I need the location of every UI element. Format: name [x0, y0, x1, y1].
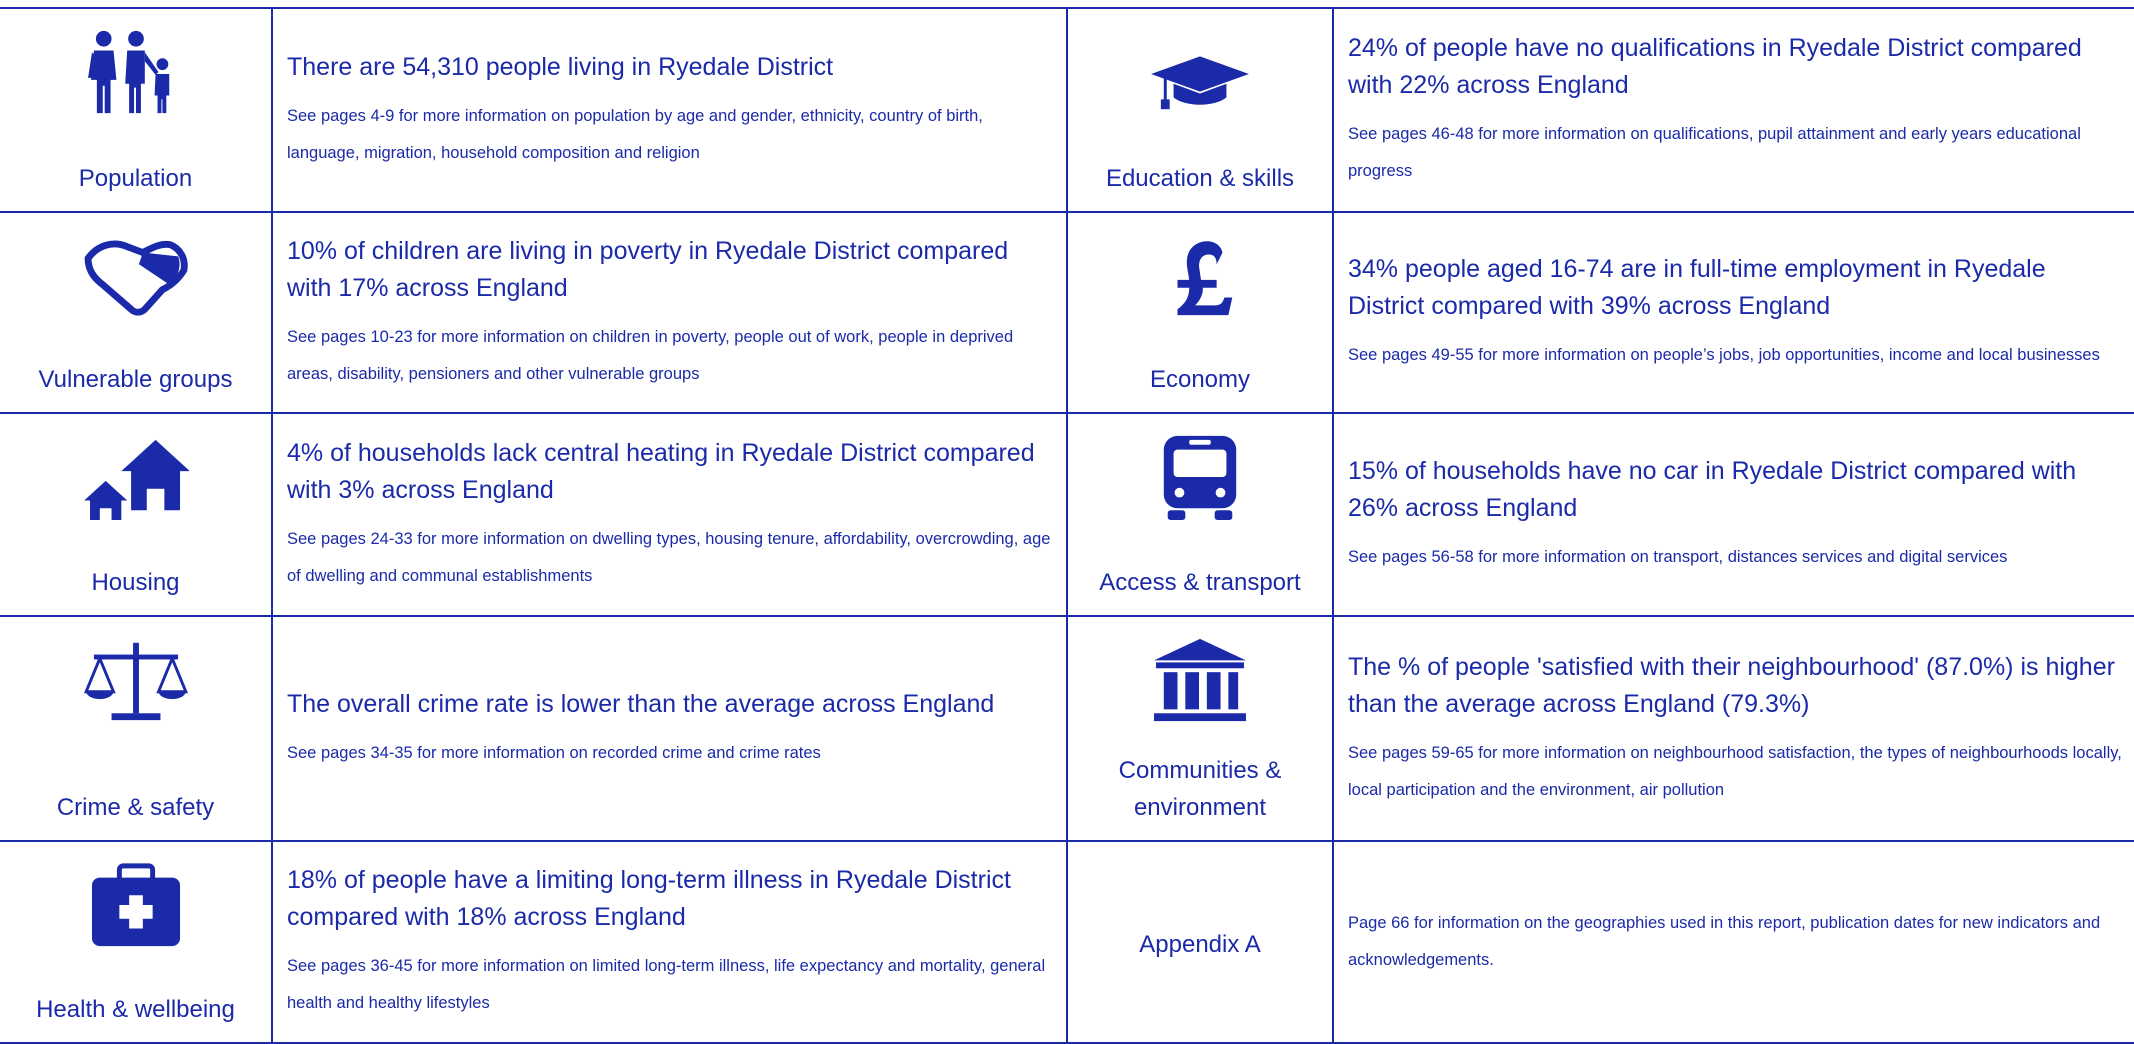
summary-cell: The % of people 'satisfied with their ne… — [1334, 617, 2134, 842]
detail: See pages 4-9 for more information on po… — [287, 106, 983, 162]
topic-label: Economy — [1149, 366, 1251, 393]
summary-cell: The overall crime rate is lower than the… — [273, 617, 1068, 842]
topic-cell: Communities & environment — [1068, 617, 1334, 842]
detail: See pages 59-65 for more information on … — [1348, 743, 2122, 799]
headline: The % of people 'satisfied with their ne… — [1348, 652, 2115, 718]
summary-cell: Page 66 for information on the geographi… — [1334, 842, 2134, 1044]
detail: See pages 49-55 for more information on … — [1348, 346, 2100, 364]
topic-label: Appendix A — [1139, 930, 1261, 958]
detail: See pages 56-58 for more information on … — [1348, 548, 2008, 566]
detail: See pages 46-48 for more information on … — [1348, 125, 2081, 180]
topic-label: Health & wellbeing — [36, 996, 235, 1023]
detail: See pages 24-33 for more information on … — [287, 529, 1051, 585]
topic-icon — [83, 439, 190, 521]
headline: 4% of households lack central heating in… — [287, 438, 1035, 504]
summary-cell: 10% of children are living in poverty in… — [273, 213, 1068, 414]
topic-label: Crime & safety — [56, 794, 215, 821]
topic-cell: Economy — [1068, 213, 1334, 414]
detail: See pages 10-23 for more information on … — [287, 327, 1014, 383]
summary-cell: 18% of people have a limiting long-term … — [273, 842, 1068, 1044]
summary-cell: There are 54,310 people living in Ryedal… — [273, 9, 1068, 213]
headline: 24% of people have no qualifications in … — [1348, 34, 2082, 99]
topic-cell: Health & wellbeing — [0, 842, 273, 1044]
topic-cell: Access & transport — [1068, 414, 1334, 617]
topic-icon — [1177, 241, 1233, 316]
headline: 15% of households have no car in Ryedale… — [1348, 457, 2077, 522]
summary-cell: 24% of people have no qualifications in … — [1334, 9, 2134, 213]
topic-label: Housing — [91, 569, 180, 596]
summary-cell: 4% of households lack central heating in… — [273, 414, 1068, 617]
topic-icon — [1151, 56, 1249, 110]
topic-label: Access & transport — [1099, 569, 1301, 596]
topic-icon — [91, 863, 180, 947]
topic-icon — [84, 240, 188, 316]
detail: See pages 36-45 for more information on … — [287, 957, 1046, 1012]
headline: There are 54,310 people living in Ryedal… — [287, 52, 834, 81]
topic-icon — [83, 642, 188, 721]
topic-cell: Education & skills — [1068, 9, 1334, 213]
headline: 34% people aged 16-74 are in full-time e… — [1348, 255, 2046, 320]
headline: The overall crime rate is lower than the… — [287, 689, 995, 718]
topic-label: Communities & environment — [1118, 757, 1282, 821]
topic-icon — [87, 30, 169, 114]
topic-icon — [1154, 638, 1246, 722]
topic-cell: Housing — [0, 414, 273, 617]
topic-cell: Crime & safety — [0, 617, 273, 842]
topic-label: Population — [78, 165, 193, 192]
headline: 10% of children are living in poverty in… — [287, 236, 1009, 302]
summary-cell: 15% of households have no car in Ryedale… — [1334, 414, 2134, 617]
detail: Page 66 for information on the geographi… — [1348, 914, 2101, 969]
detail: See pages 34-35 for more information on … — [287, 743, 821, 762]
summary-grid: Population There are 54,310 people living… — [0, 7, 2134, 1044]
topic-cell: Population — [0, 9, 273, 213]
headline: 18% of people have a limiting long-term … — [287, 866, 1011, 931]
topic-cell: Appendix A — [1068, 842, 1334, 1044]
topic-label: Vulnerable groups — [38, 366, 233, 393]
summary-cell: 34% people aged 16-74 are in full-time e… — [1334, 213, 2134, 414]
topic-icon — [1163, 435, 1237, 521]
topic-cell: Vulnerable groups — [0, 213, 273, 414]
topic-label: Education & skills — [1105, 165, 1295, 192]
